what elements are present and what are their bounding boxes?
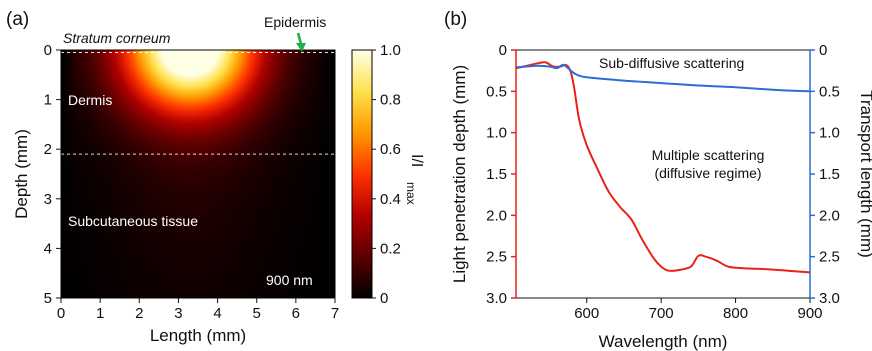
panel-b-right-tick-label: 0	[819, 42, 827, 59]
panel-a-x-tick-label: 4	[213, 305, 221, 322]
heatmap-image	[61, 50, 335, 298]
panel-b-left-tick-label: 0.5	[486, 83, 507, 100]
panel-a-y-tick-label: 5	[44, 290, 52, 307]
panel-b-ylabel-left: Light penetration depth (mm)	[450, 65, 469, 283]
panel-b-right-tick-label: 2.0	[819, 207, 840, 224]
panel-b-left-tick-label: 1.0	[486, 125, 507, 142]
colorbar-tick-label: 0.4	[380, 191, 401, 208]
panel-b-x-tick-label: 900	[797, 305, 822, 322]
panel-b-right-tick-label: 1.0	[819, 125, 840, 142]
plot-b-area	[516, 50, 810, 298]
dermis-label: Dermis	[68, 92, 112, 108]
wavelength-label: 900 nm	[266, 272, 313, 288]
colorbar-label-main: I/I	[408, 154, 425, 167]
panel-b-xlabel: Wavelength (nm)	[599, 332, 728, 351]
panel-b-x-tick-label: 800	[723, 305, 748, 322]
panel-b-ylabel-right: Transport length (mm)	[857, 90, 872, 258]
multiple-scattering-label: Multiple scattering	[652, 147, 765, 163]
panel-b-right-tick-label: 1.5	[819, 166, 840, 183]
colorbar-tick-label: 0.6	[380, 141, 401, 158]
epidermis-arrow	[296, 32, 306, 52]
colorbar-label: I/I max	[404, 154, 425, 205]
colorbar	[351, 49, 373, 299]
panel-b-right-tick-label: 3.0	[819, 290, 840, 307]
colorbar-tick-label: 0	[380, 290, 388, 307]
heatmap-frame	[60, 49, 336, 299]
epidermis-label: Epidermis	[264, 14, 326, 30]
panel-a-y-tick-label: 4	[44, 240, 52, 257]
colorbar-label-sub: max	[404, 182, 418, 205]
panel-a-x-tick-label: 5	[253, 305, 261, 322]
panel-a-x-tick-label: 1	[96, 305, 104, 322]
stratum-corneum-label: Stratum corneum	[63, 30, 171, 46]
panel-b-right-tick-label: 2.5	[819, 249, 840, 266]
panel-a-y-tick-label: 2	[44, 141, 52, 158]
colorbar-tick-label: 0.8	[380, 92, 401, 109]
panel-b-left-tick-label: 2.0	[486, 207, 507, 224]
panel-a-x-tick-label: 0	[57, 305, 65, 322]
panel-b-right-tick-label: 0.5	[819, 83, 840, 100]
panel-a: (a) 0 1 2 3 4 5 6 7 0 1 2 3 4 5 Stratum corneum Epide…	[6, 9, 425, 345]
panel-b-x-tick-label: 700	[649, 305, 674, 322]
panel-b-label: (b)	[444, 9, 467, 30]
panel-a-x-tick-label: 3	[174, 305, 182, 322]
panel-b-series	[516, 61, 810, 274]
panel-b-x-tick-label: 600	[574, 305, 599, 322]
diffusive-regime-label: (diffusive regime)	[654, 165, 761, 181]
panel-a-xlabel: Length (mm)	[150, 326, 246, 345]
panel-a-y-tick-label: 1	[44, 92, 52, 109]
panel-b-left-tick-label: 1.5	[486, 166, 507, 183]
panel-b-left-tick-label: 2.5	[486, 249, 507, 266]
panel-b-ticks: 600 700 800 900 0 0.5 1.0 1.5 2.0 2.5 3.0 0 0.5 1.0 1.…	[486, 42, 840, 322]
panel-a-x-tick-label: 2	[135, 305, 143, 322]
colorbar-tick-label: 0.2	[380, 240, 401, 257]
transport-length-line	[516, 63, 810, 93]
panel-b-left-tick-label: 3.0	[486, 290, 507, 307]
sub-diffusive-label: Sub-diffusive scattering	[599, 55, 744, 71]
panel-b-left-tick-label: 0	[499, 42, 507, 59]
colorbar-tick-label: 1.0	[380, 42, 401, 59]
panel-a-x-tick-label: 7	[331, 305, 339, 322]
colorbar-ticks: 0 0.2 0.4 0.6 0.8 1.0	[372, 42, 401, 307]
subcutaneous-label: Subcutaneous tissue	[68, 213, 198, 229]
panel-a-label: (a)	[6, 9, 29, 30]
panel-a-axes: 0 1 2 3 4 5 6 7 0 1 2 3 4 5	[44, 42, 340, 322]
panel-a-x-tick-label: 6	[292, 305, 300, 322]
panel-b: (b) 600 700 800 900 0 0.5 1.0 1.5 2.0 2.5 3.0 0 0.5 1…	[444, 9, 872, 351]
panel-a-y-tick-label: 0	[44, 42, 52, 59]
panel-a-ylabel: Depth (mm)	[12, 129, 31, 219]
panel-a-y-tick-label: 3	[44, 191, 52, 208]
